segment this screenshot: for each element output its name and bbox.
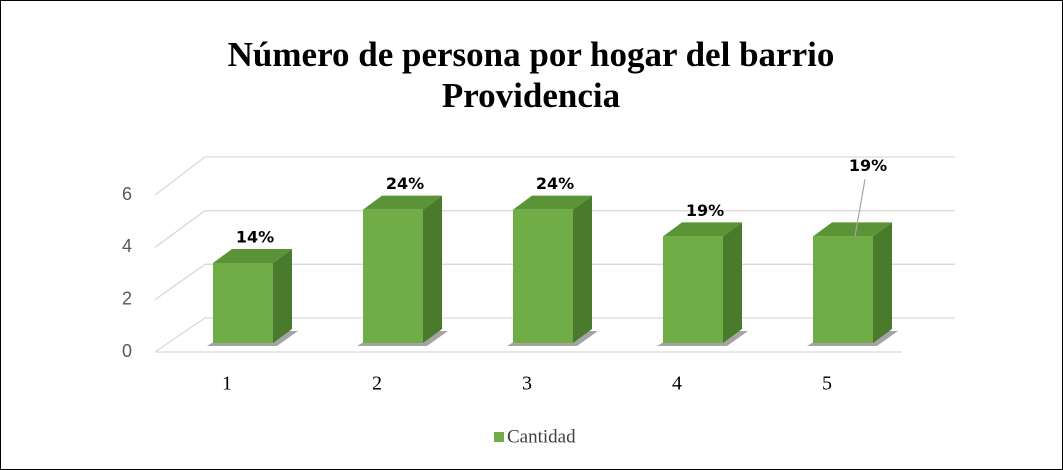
value-label: 19%	[686, 201, 724, 220]
bar	[813, 236, 873, 343]
bar-side	[423, 195, 442, 343]
value-label: 19%	[849, 156, 887, 175]
bar-top	[663, 222, 742, 237]
value-label: 14%	[236, 228, 274, 247]
chart-title: Número de persona por hogar del barrio P…	[227, 35, 835, 115]
y-tick-label: 0	[122, 341, 132, 361]
bar-top	[363, 195, 442, 210]
value-label: 24%	[536, 174, 574, 193]
bar	[363, 209, 423, 343]
bar-top	[213, 249, 292, 263]
bar-side	[873, 222, 892, 343]
y-tick-label: 6	[122, 184, 132, 204]
bar	[213, 263, 273, 343]
bar-side	[573, 195, 592, 343]
bar-side	[723, 222, 742, 343]
x-tick-label: 4	[672, 373, 682, 395]
x-tick-label: 1	[222, 373, 232, 395]
grid-line	[154, 156, 955, 196]
bar-top	[813, 222, 892, 237]
x-tick-label: 5	[822, 373, 832, 395]
x-tick-label: 2	[372, 373, 382, 395]
x-tick-label: 3	[522, 373, 532, 395]
legend-swatch	[494, 432, 504, 442]
legend-label: Cantidad	[507, 426, 576, 447]
bar	[513, 209, 573, 343]
y-tick-label: 2	[122, 288, 132, 308]
bar-side	[273, 249, 292, 343]
grid-line	[154, 210, 955, 248]
bar-top	[513, 195, 592, 210]
value-label: 24%	[386, 174, 424, 193]
y-tick-label: 4	[122, 236, 132, 256]
leader-line	[854, 179, 866, 237]
bar	[663, 236, 723, 343]
